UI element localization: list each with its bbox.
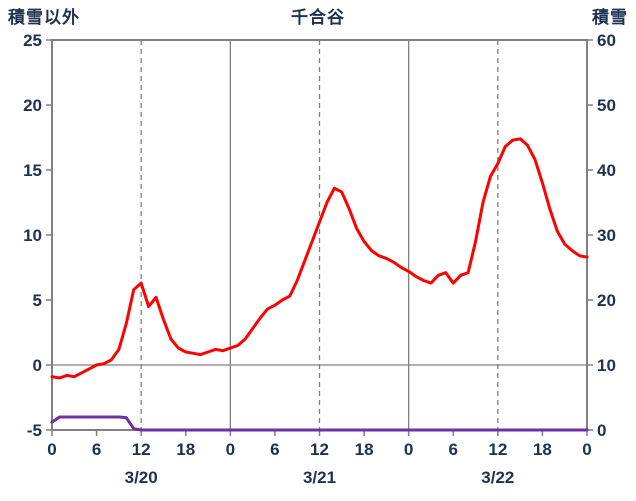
- x-axis-tick-label: 6: [92, 440, 101, 459]
- x-axis-tick-label: 0: [404, 440, 413, 459]
- x-axis-tick-label: 0: [226, 440, 235, 459]
- x-axis-tick-label: 0: [582, 440, 591, 459]
- series-line-snow-depth: [50, 415, 589, 432]
- right-axis-tick-label: 40: [597, 161, 616, 180]
- x-axis-date-label: 3/20: [125, 468, 158, 487]
- x-axis-tick-label: 18: [533, 440, 552, 459]
- x-axis-tick-label: 12: [310, 440, 329, 459]
- x-axis-tick-label: 6: [270, 440, 279, 459]
- left-axis-tick-label: -5: [27, 421, 42, 440]
- right-axis-tick-label: 10: [597, 356, 616, 375]
- x-axis-date-label: 3/21: [303, 468, 336, 487]
- right-axis-tick-label: 50: [597, 96, 616, 115]
- right-axis-tick-label: 30: [597, 226, 616, 245]
- chart-title: 千合谷: [291, 8, 345, 27]
- x-axis-tick-label: 18: [355, 440, 374, 459]
- left-axis-tick-label: 25: [23, 31, 42, 50]
- gridlines: [52, 40, 587, 430]
- x-axis-tick-label: 18: [176, 440, 195, 459]
- axis-tick-labels: -5 0 5 10 15 20 25 0 10 20 30 40 50 60 0 6 12 18 0 6 12 18 0 6 1…: [23, 31, 616, 487]
- right-axis-title: 積雪: [592, 8, 628, 27]
- x-axis-tick-label: 6: [449, 440, 458, 459]
- right-axis-tick-label: 60: [597, 31, 616, 50]
- left-axis-tick-label: 15: [23, 161, 42, 180]
- right-axis-tick-label: 20: [597, 291, 616, 310]
- data-series: [50, 137, 589, 432]
- left-axis-title: 積雪以外: [8, 8, 80, 27]
- x-axis-tick-label: 12: [132, 440, 151, 459]
- left-axis-tick-label: 5: [33, 291, 42, 310]
- right-axis-tick-label: 0: [597, 421, 606, 440]
- left-axis-tick-label: 20: [23, 96, 42, 115]
- x-axis-tick-label: 12: [488, 440, 507, 459]
- left-axis-tick-label: 10: [23, 226, 42, 245]
- series-line-temperature: [50, 137, 589, 380]
- x-axis-tick-label: 0: [47, 440, 56, 459]
- x-axis-date-label: 3/22: [481, 468, 514, 487]
- left-axis-tick-label: 0: [33, 356, 42, 375]
